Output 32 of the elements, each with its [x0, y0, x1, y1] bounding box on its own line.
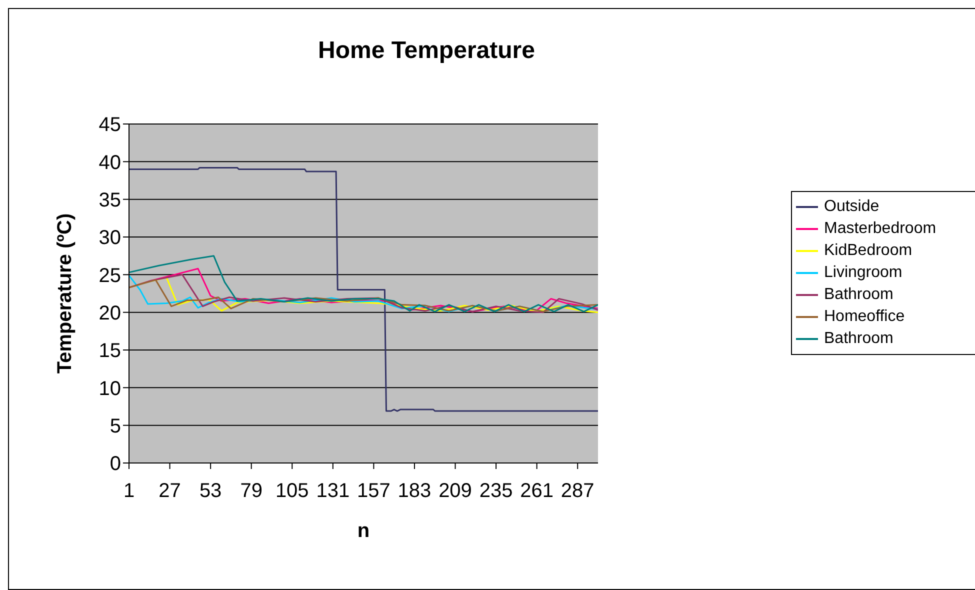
legend-label: Homeoffice: [824, 307, 905, 327]
x-tick-label: 53: [199, 480, 222, 502]
y-tick-label: 40: [98, 152, 121, 174]
y-tick-label: 35: [98, 189, 121, 212]
y-tick-label: 15: [98, 340, 121, 362]
x-tick-label: 261: [520, 480, 554, 502]
y-tick-label: 5: [110, 415, 121, 438]
legend-label: KidBedroom: [824, 241, 912, 261]
legend-label: Livingroom: [824, 263, 902, 283]
y-tick-label: 0: [110, 453, 121, 476]
y-tick-label: 45: [98, 114, 121, 136]
legend-label: Bathroom: [824, 329, 894, 349]
x-tick-label: 287: [560, 480, 594, 502]
y-tick-label: 10: [98, 378, 121, 400]
x-tick-label: 235: [479, 480, 513, 502]
chart-title: Home Temperature: [317, 37, 536, 65]
x-tick-label: 105: [275, 480, 309, 502]
x-axis-title: n: [357, 520, 370, 542]
y-tick-label: 25: [98, 264, 121, 287]
y-tick-label: 20: [98, 302, 121, 324]
y-tick-label: 30: [98, 227, 121, 250]
x-tick-label: 183: [398, 480, 432, 502]
x-tick-label: 157: [357, 480, 390, 502]
legend-label: Outside: [824, 197, 880, 217]
x-tick-label: 1: [123, 480, 135, 502]
legend-label: Masterbedroom: [824, 219, 936, 239]
y-axis-title: Temperature (ºC): [54, 213, 76, 374]
legend-label: Bathroom: [824, 285, 894, 305]
x-tick-label: 27: [158, 480, 181, 502]
x-tick-label: 209: [438, 480, 472, 502]
x-tick-label: 131: [316, 480, 350, 502]
x-tick-label: 79: [240, 480, 262, 502]
